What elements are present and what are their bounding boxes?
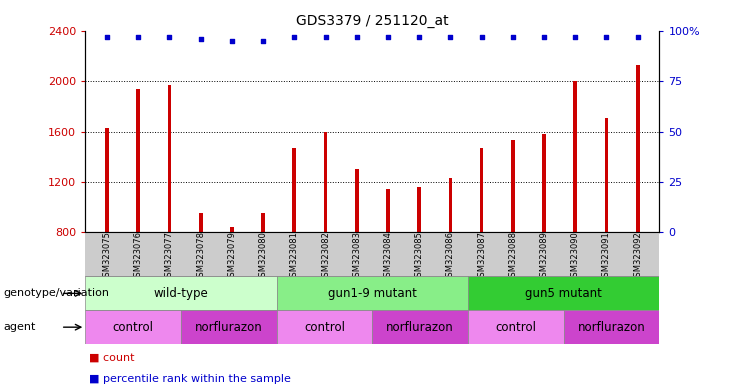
Bar bbox=[636, 65, 639, 333]
Bar bbox=[199, 214, 202, 333]
Bar bbox=[468, 310, 564, 344]
Point bbox=[476, 34, 488, 40]
Bar bbox=[479, 148, 483, 333]
Bar bbox=[105, 128, 109, 333]
Bar bbox=[372, 310, 468, 344]
Point bbox=[164, 34, 176, 40]
Bar bbox=[136, 89, 140, 333]
Bar bbox=[293, 148, 296, 333]
Text: gun5 mutant: gun5 mutant bbox=[525, 287, 602, 300]
Bar bbox=[355, 169, 359, 333]
Point bbox=[382, 34, 394, 40]
Point bbox=[413, 34, 425, 40]
Point bbox=[226, 38, 238, 44]
Bar bbox=[417, 187, 421, 333]
Bar bbox=[542, 134, 546, 333]
Bar bbox=[230, 227, 233, 333]
Point bbox=[257, 38, 269, 44]
Text: agent: agent bbox=[4, 322, 36, 332]
Text: norflurazon: norflurazon bbox=[386, 321, 454, 334]
Point bbox=[632, 34, 644, 40]
Bar bbox=[511, 140, 515, 333]
Text: wild-type: wild-type bbox=[153, 287, 208, 300]
Point bbox=[319, 34, 331, 40]
Point bbox=[288, 34, 300, 40]
Text: ■ percentile rank within the sample: ■ percentile rank within the sample bbox=[89, 374, 290, 384]
Bar bbox=[262, 214, 265, 333]
Point bbox=[101, 34, 113, 40]
Point bbox=[133, 34, 144, 40]
Point bbox=[538, 34, 550, 40]
Point bbox=[507, 34, 519, 40]
Bar bbox=[324, 131, 328, 333]
Bar bbox=[468, 276, 659, 310]
Point bbox=[569, 34, 581, 40]
Bar bbox=[386, 189, 390, 333]
Bar bbox=[85, 276, 276, 310]
Text: ■ count: ■ count bbox=[89, 353, 134, 362]
Bar bbox=[605, 118, 608, 333]
Point bbox=[195, 36, 207, 42]
Bar bbox=[574, 81, 577, 333]
Bar bbox=[564, 310, 659, 344]
Bar bbox=[276, 310, 372, 344]
Point bbox=[600, 34, 612, 40]
Bar bbox=[276, 276, 468, 310]
Text: norflurazon: norflurazon bbox=[195, 321, 262, 334]
Point bbox=[445, 34, 456, 40]
Text: control: control bbox=[304, 321, 345, 334]
Bar bbox=[448, 178, 452, 333]
Text: control: control bbox=[113, 321, 153, 334]
Title: GDS3379 / 251120_at: GDS3379 / 251120_at bbox=[296, 14, 448, 28]
Bar bbox=[181, 310, 276, 344]
Text: genotype/variation: genotype/variation bbox=[4, 288, 110, 298]
Text: control: control bbox=[496, 321, 536, 334]
Text: gun1-9 mutant: gun1-9 mutant bbox=[328, 287, 416, 300]
Bar bbox=[85, 310, 181, 344]
Bar bbox=[167, 85, 171, 333]
Text: norflurazon: norflurazon bbox=[578, 321, 645, 334]
Point bbox=[350, 34, 362, 40]
